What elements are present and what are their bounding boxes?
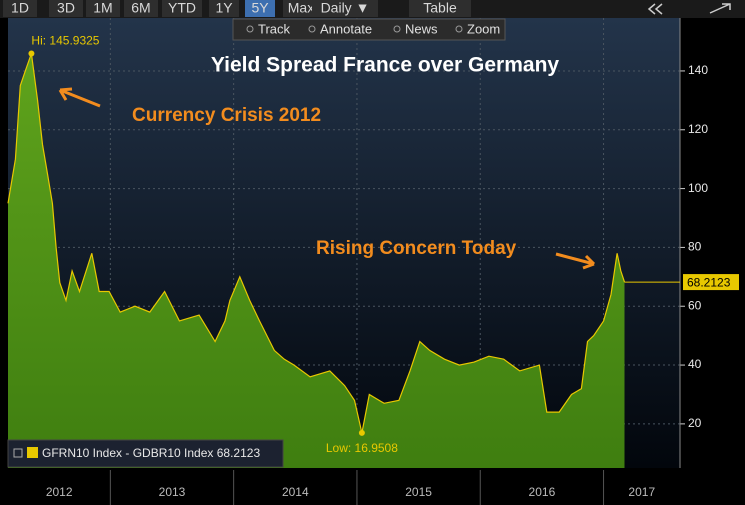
x-tick-label: 2013: [159, 485, 186, 499]
range-button[interactable]: [86, 0, 120, 17]
x-tick-label: 2015: [405, 485, 432, 499]
y-tick-label: 80: [688, 240, 702, 254]
range-label: 1M: [93, 0, 112, 16]
arrow: [58, 87, 101, 108]
annotation: Rising Concern Today: [316, 238, 517, 259]
annotation: Currency Crisis 2012: [132, 105, 321, 126]
low-label: Low: 16.9508: [326, 441, 398, 455]
y-tick-label: 60: [688, 298, 702, 312]
legend-label: GFRN10 Index - GDBR10 Index 68.2123: [42, 446, 260, 460]
x-tick-label: 2014: [282, 485, 309, 499]
high-point: [28, 50, 35, 57]
tool-button[interactable]: Track: [258, 21, 291, 36]
range-button[interactable]: [124, 0, 158, 17]
y-tick-label: 120: [688, 122, 708, 136]
area: [8, 53, 625, 468]
arrow: [555, 252, 596, 270]
range-button[interactable]: [245, 0, 275, 17]
x-tick-label: 2012: [46, 485, 73, 499]
last-value-label: 68.2123: [687, 275, 731, 289]
tool-icon: [308, 25, 316, 33]
tool-button[interactable]: Zoom: [467, 21, 500, 36]
range-button[interactable]: [283, 0, 319, 17]
high-label: Hi: 145.9325: [31, 34, 99, 48]
range-label: 5Y: [251, 0, 269, 16]
legend-toggle[interactable]: [13, 448, 23, 458]
tool-bar: [232, 18, 506, 41]
legend-swatch: [27, 447, 38, 458]
y-tick-label: 100: [688, 181, 708, 195]
tool-icon: [246, 25, 254, 33]
collapse-icon[interactable]: [647, 3, 663, 15]
tool-icon: [455, 25, 463, 33]
y-tick-label: 20: [688, 416, 702, 430]
range-button[interactable]: [49, 0, 83, 17]
range-button[interactable]: [3, 0, 37, 17]
low-point: [358, 429, 365, 436]
x-axis-band: [0, 470, 745, 505]
y-tick-label: 40: [688, 357, 702, 371]
range-button[interactable]: [162, 0, 202, 17]
range-button[interactable]: [209, 0, 239, 17]
tool-icon: [393, 25, 401, 33]
range-button[interactable]: [312, 0, 378, 17]
y-tick-label: 140: [688, 63, 708, 77]
range-label: YTD: [168, 0, 196, 16]
range-label: 1D: [11, 0, 29, 16]
range-label: 6M: [131, 0, 150, 16]
range-label: Table: [423, 0, 457, 16]
range-label: 1Y: [215, 0, 233, 16]
expand-icon[interactable]: [709, 3, 731, 14]
line: [7, 53, 626, 434]
range-label: Max: [288, 0, 314, 16]
chart-title: Yield Spread France over Germany: [211, 54, 560, 77]
tool-button[interactable]: News: [405, 21, 438, 36]
last-value-box: [683, 274, 739, 291]
range-label: Daily ▼: [321, 0, 370, 16]
toolbar: 1D 3D 1M 6M YTD 1Y 5Y Max Daily ▼ Table: [3, 0, 471, 17]
legend: [7, 439, 284, 468]
range-label: 3D: [57, 0, 75, 16]
x-tick-label: 2016: [529, 485, 556, 499]
range-button[interactable]: [409, 0, 471, 17]
x-tick-label: 2017: [628, 485, 655, 499]
tool-button[interactable]: Annotate: [320, 21, 372, 36]
